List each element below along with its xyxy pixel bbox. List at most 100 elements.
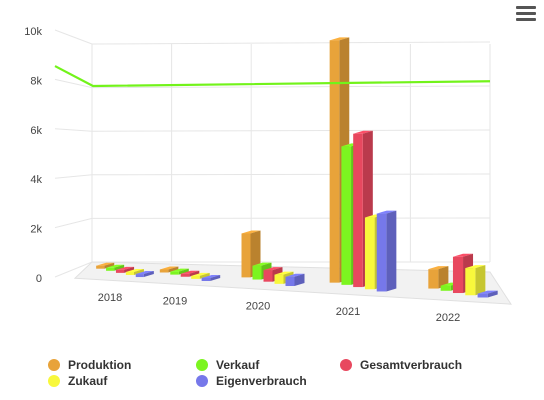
legend-item-gesamtverbrauch[interactable]: Gesamtverbrauch bbox=[340, 358, 462, 372]
bar-eigenverbrauch-2021[interactable] bbox=[376, 210, 397, 292]
hamburger-menu-icon[interactable] bbox=[516, 6, 536, 22]
line-series bbox=[54, 65, 491, 88]
gridline-side bbox=[54, 29, 93, 45]
bar-side bbox=[386, 210, 397, 292]
bar-side bbox=[143, 271, 154, 278]
bar-eigenverbrauch-2019[interactable] bbox=[201, 274, 221, 281]
gridline-side bbox=[54, 78, 93, 89]
bar-zukauf-2018[interactable] bbox=[125, 268, 144, 275]
bar-gesamtverbrauch-2018[interactable] bbox=[115, 266, 135, 273]
bar-eigenverbrauch-2018[interactable] bbox=[135, 271, 154, 278]
bar-eigenverbrauch-2022[interactable] bbox=[477, 290, 498, 298]
bar-side bbox=[438, 266, 449, 289]
legend-label: Eigenverbrauch bbox=[216, 374, 307, 388]
bar-top bbox=[180, 270, 200, 274]
bar-front bbox=[341, 146, 352, 285]
bar-side bbox=[487, 290, 498, 298]
bar-top bbox=[135, 271, 154, 275]
bar-side bbox=[168, 266, 179, 273]
legend-marker bbox=[48, 375, 60, 387]
legend-marker bbox=[196, 375, 208, 387]
bar-front bbox=[353, 133, 363, 288]
bar-side bbox=[124, 266, 135, 273]
bar-front bbox=[477, 293, 488, 298]
gridline-back bbox=[91, 129, 491, 132]
bar-produktion-2019[interactable] bbox=[159, 266, 179, 273]
bar-top bbox=[285, 273, 305, 277]
bar-front bbox=[263, 270, 273, 282]
bar-side bbox=[294, 273, 305, 287]
legend-label: Produktion bbox=[68, 358, 132, 372]
bar-front bbox=[201, 277, 211, 281]
bar-side bbox=[189, 270, 200, 277]
y-tick-label: 10k bbox=[24, 26, 42, 38]
x-axis: 2018 2019 2020 2021 2022 bbox=[98, 292, 460, 324]
gridline-side bbox=[54, 174, 93, 179]
legend-item-zukauf[interactable]: Zukauf bbox=[48, 374, 107, 388]
bar-front bbox=[241, 233, 251, 278]
bar-eigenverbrauch-2020[interactable] bbox=[285, 273, 305, 287]
bar-verkauf-2019[interactable] bbox=[170, 268, 189, 275]
bar-gesamtverbrauch-2019[interactable] bbox=[180, 270, 200, 277]
bar-top bbox=[452, 253, 474, 257]
x-tick-label: 2019 bbox=[163, 296, 187, 308]
bar-top bbox=[376, 210, 397, 214]
bar-side bbox=[210, 274, 221, 281]
bar-front bbox=[180, 273, 190, 277]
legend-label: Zukauf bbox=[68, 374, 108, 388]
bar-produktion-2022[interactable] bbox=[428, 266, 449, 289]
y-tick-label: 0 bbox=[36, 273, 42, 285]
bar-top bbox=[191, 272, 210, 276]
bar-verkauf-2018[interactable] bbox=[106, 264, 125, 271]
bar-front bbox=[285, 276, 295, 287]
bar-top bbox=[274, 271, 294, 275]
gridline-back bbox=[91, 41, 491, 45]
bar-side bbox=[178, 268, 189, 275]
bar-top bbox=[115, 266, 135, 270]
bar-zukauf-2019[interactable] bbox=[191, 272, 210, 279]
gridline-back bbox=[91, 85, 491, 89]
bar-zukauf-2022[interactable] bbox=[465, 265, 486, 296]
bar-top bbox=[477, 290, 498, 294]
bars bbox=[96, 37, 498, 298]
y-axis: 0 2k 4k 6k 8k 10k bbox=[24, 26, 42, 285]
bar-front bbox=[465, 268, 476, 296]
line-series-path[interactable] bbox=[54, 65, 491, 88]
bar-front bbox=[252, 265, 262, 280]
bar-top bbox=[428, 266, 449, 270]
gridline-back bbox=[91, 173, 491, 176]
gridline-side bbox=[54, 217, 93, 229]
bar-side bbox=[475, 265, 486, 296]
legend-marker bbox=[196, 359, 208, 371]
bar-top bbox=[125, 268, 144, 272]
y-tick-label: 8k bbox=[30, 75, 42, 87]
legend-marker bbox=[48, 359, 60, 371]
bar-front bbox=[106, 267, 115, 271]
bar-front bbox=[125, 271, 134, 275]
y-tick-label: 2k bbox=[30, 224, 42, 236]
bar-top bbox=[170, 268, 189, 272]
bar-front bbox=[376, 213, 387, 292]
bar-front bbox=[440, 285, 451, 291]
bar-top bbox=[465, 265, 486, 269]
bar-produktion-2018[interactable] bbox=[96, 262, 115, 269]
bar-front bbox=[96, 265, 105, 269]
bar-front bbox=[170, 271, 179, 275]
legend-item-eigenverbrauch[interactable]: Eigenverbrauch bbox=[196, 374, 307, 388]
bar-front bbox=[452, 256, 464, 294]
bar-front bbox=[428, 269, 439, 289]
bar-top bbox=[96, 262, 115, 266]
x-tick-label: 2021 bbox=[336, 306, 360, 318]
legend-label: Verkauf bbox=[216, 358, 260, 372]
legend-item-verkauf[interactable]: Verkauf bbox=[196, 358, 259, 372]
legend-item-produktion[interactable]: Produktion bbox=[48, 358, 131, 372]
bar-side bbox=[114, 264, 125, 271]
x-tick-label: 2022 bbox=[436, 312, 460, 324]
bar-top bbox=[252, 262, 272, 266]
bar-side bbox=[133, 268, 144, 275]
bar-side bbox=[199, 272, 210, 279]
bar-front bbox=[115, 269, 125, 273]
x-tick-label: 2018 bbox=[98, 292, 122, 304]
chart-grid bbox=[54, 29, 491, 278]
